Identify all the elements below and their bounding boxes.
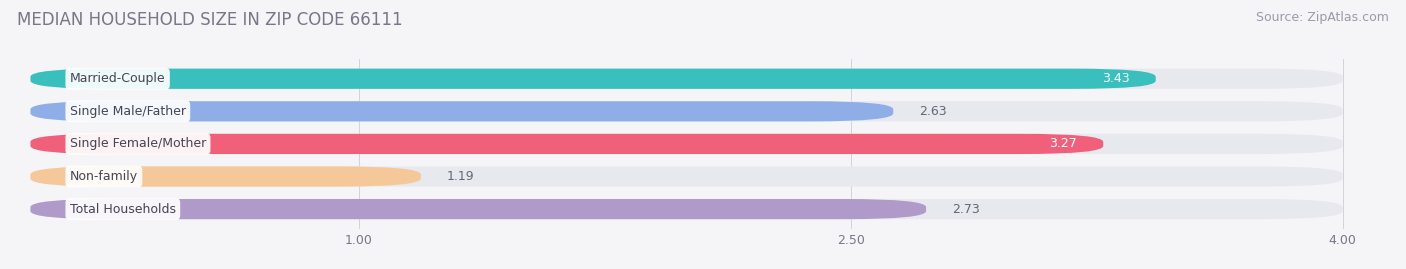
FancyBboxPatch shape xyxy=(31,134,1343,154)
FancyBboxPatch shape xyxy=(31,69,1156,89)
FancyBboxPatch shape xyxy=(31,199,1343,219)
FancyBboxPatch shape xyxy=(31,101,893,121)
FancyBboxPatch shape xyxy=(31,69,1343,89)
Text: Non-family: Non-family xyxy=(70,170,138,183)
Text: 1.19: 1.19 xyxy=(447,170,475,183)
Text: Married-Couple: Married-Couple xyxy=(70,72,166,85)
Text: Single Female/Mother: Single Female/Mother xyxy=(70,137,207,150)
Text: 3.43: 3.43 xyxy=(1102,72,1129,85)
Text: 2.63: 2.63 xyxy=(920,105,948,118)
Text: 2.73: 2.73 xyxy=(952,203,980,215)
Text: MEDIAN HOUSEHOLD SIZE IN ZIP CODE 66111: MEDIAN HOUSEHOLD SIZE IN ZIP CODE 66111 xyxy=(17,11,402,29)
FancyBboxPatch shape xyxy=(31,167,1343,187)
FancyBboxPatch shape xyxy=(31,167,420,187)
Text: Single Male/Father: Single Male/Father xyxy=(70,105,186,118)
FancyBboxPatch shape xyxy=(31,199,927,219)
Text: Source: ZipAtlas.com: Source: ZipAtlas.com xyxy=(1256,11,1389,24)
FancyBboxPatch shape xyxy=(31,134,1104,154)
FancyBboxPatch shape xyxy=(31,101,1343,121)
Text: 3.27: 3.27 xyxy=(1049,137,1077,150)
Text: Total Households: Total Households xyxy=(70,203,176,215)
